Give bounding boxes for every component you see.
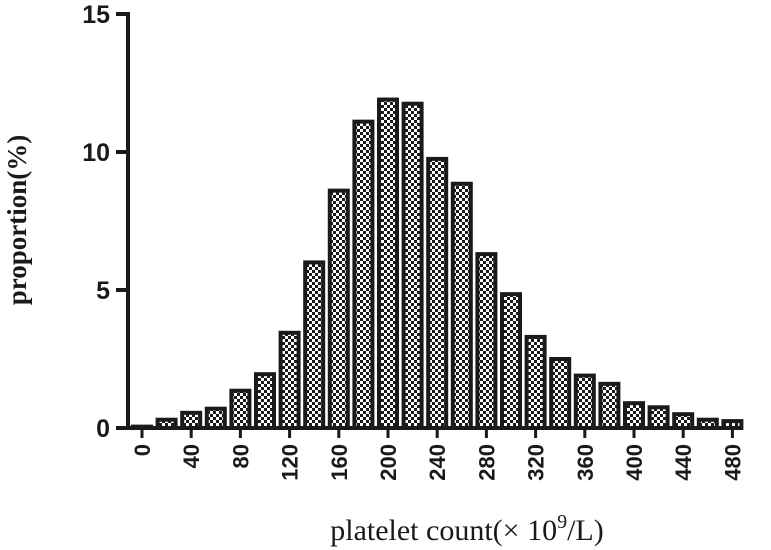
x-tick-label: 320 xyxy=(524,444,549,481)
histogram-bar xyxy=(377,97,399,430)
x-axis-label-prefix: platelet count(× 10 xyxy=(330,514,557,547)
x-tick-label: 440 xyxy=(671,444,696,481)
histogram-bar xyxy=(327,188,350,430)
x-tick-label: 0 xyxy=(130,444,155,456)
histogram-bar xyxy=(672,412,695,431)
histogram-bar xyxy=(303,260,326,430)
histogram-bar xyxy=(475,252,498,430)
histogram-bar xyxy=(352,119,375,430)
histogram-bar xyxy=(229,388,252,430)
bars-group xyxy=(131,97,744,431)
x-tick-label: 360 xyxy=(573,444,598,481)
x-tick-label: 160 xyxy=(327,444,352,481)
histogram-bar xyxy=(204,406,227,430)
x-axis-label: platelet count(× 109/L) xyxy=(330,511,604,547)
histogram-bar xyxy=(500,292,522,431)
histogram-bar xyxy=(647,405,670,430)
histogram-bar xyxy=(254,372,276,430)
y-axis-label: proportion(%) xyxy=(2,135,32,306)
x-axis-label-suffix: /L) xyxy=(567,514,604,547)
histogram-bar xyxy=(450,181,473,430)
x-tick-label: 120 xyxy=(278,444,303,481)
histogram-bar xyxy=(180,410,203,431)
x-tick-label: 40 xyxy=(179,444,204,468)
histogram-bar xyxy=(623,401,645,431)
y-tick-label: 10 xyxy=(82,139,110,167)
x-tick-label: 480 xyxy=(720,444,745,481)
x-tick-label: 400 xyxy=(622,444,647,481)
histogram-bar xyxy=(401,101,424,430)
y-tick-label: 0 xyxy=(96,415,110,443)
histogram-bar xyxy=(524,334,547,431)
x-axis-label-superscript: 9 xyxy=(557,511,567,533)
y-ticks-group: 0 5 10 15 xyxy=(82,1,128,443)
x-tick-label: 80 xyxy=(228,444,253,468)
histogram-bar xyxy=(598,381,621,430)
x-tick-label: 280 xyxy=(474,444,499,481)
histogram-bar xyxy=(573,373,596,430)
y-tick-label: 15 xyxy=(82,1,110,29)
histogram-bar xyxy=(426,156,449,430)
x-ticks-group: 0 40 80 120 160 200 240 280 320 360 400 440 480 xyxy=(130,428,745,481)
histogram-bar xyxy=(278,330,301,430)
y-tick-label: 5 xyxy=(96,277,110,305)
x-tick-label: 200 xyxy=(376,444,401,481)
histogram-bar xyxy=(549,357,572,430)
x-tick-label: 240 xyxy=(425,444,450,481)
